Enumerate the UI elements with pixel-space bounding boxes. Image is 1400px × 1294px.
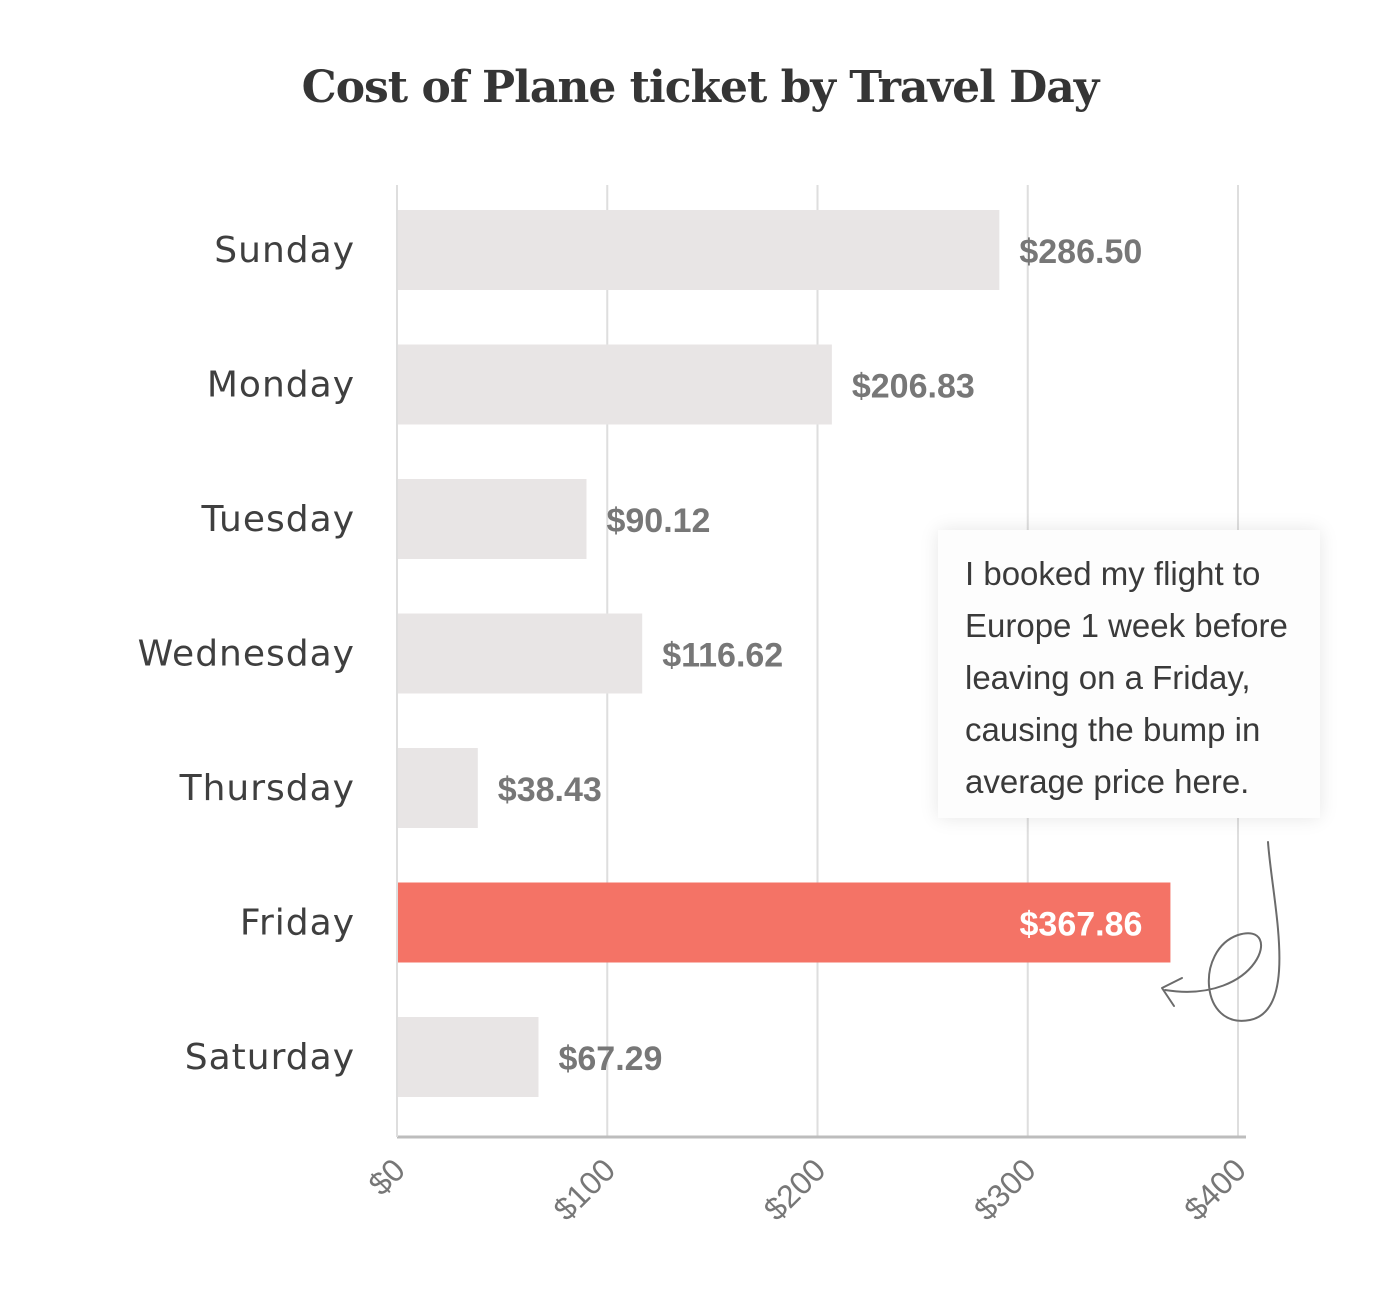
value-label: $38.43 — [498, 771, 602, 809]
annotation-callout: I booked my flight to Europe 1 week befo… — [938, 530, 1320, 818]
value-label: $367.86 — [1020, 906, 1143, 944]
annotation-line: Europe 1 week before — [965, 607, 1288, 644]
bars — [397, 210, 1171, 1097]
category-label: Tuesday — [201, 499, 355, 540]
x-tick-label: $200 — [757, 1151, 833, 1227]
x-tick-label: $0 — [361, 1151, 412, 1202]
annotation-line: causing the bump in — [965, 711, 1261, 748]
category-label: Sunday — [214, 230, 355, 271]
x-tick-label: $400 — [1177, 1151, 1253, 1227]
curly-arrow-icon — [1164, 841, 1281, 1022]
bar-friday — [397, 882, 1171, 963]
category-label: Thursday — [179, 768, 355, 809]
value-label: $286.50 — [1019, 233, 1142, 271]
arrowhead-icon — [1161, 977, 1183, 1007]
value-label: $67.29 — [558, 1040, 662, 1078]
x-tick-label: $100 — [546, 1151, 622, 1227]
value-label: $116.62 — [662, 637, 783, 675]
category-labels: Sunday Monday Tuesday Wednesday Thursday Frid… — [138, 230, 355, 1078]
value-labels: $286.50 $206.83 $90.12 $116.62 $38.43 $367.86… — [498, 233, 1143, 1078]
category-label: Friday — [240, 903, 355, 944]
bar-thursday — [397, 748, 478, 828]
chart-title: Cost of Plane ticket by Travel Day — [301, 62, 1100, 113]
category-label: Saturday — [185, 1037, 355, 1078]
value-label: $90.12 — [606, 502, 710, 540]
value-label: $206.83 — [852, 368, 975, 406]
bar-monday — [397, 344, 832, 425]
bar-tuesday — [397, 479, 587, 559]
x-tick-labels: $0 $100 $200 $300 $400 — [361, 1151, 1253, 1227]
bar-sunday — [397, 210, 1000, 290]
bar-wednesday — [397, 613, 643, 694]
annotation-line: average price here. — [965, 763, 1250, 800]
bar-saturday — [397, 1017, 539, 1097]
category-label: Wednesday — [138, 634, 355, 675]
category-label: Monday — [207, 365, 355, 406]
x-axis — [396, 185, 1246, 1139]
x-tick-label: $300 — [967, 1151, 1043, 1227]
annotation-line: I booked my flight to — [965, 555, 1261, 592]
annotation-line: leaving on a Friday, — [965, 659, 1251, 696]
